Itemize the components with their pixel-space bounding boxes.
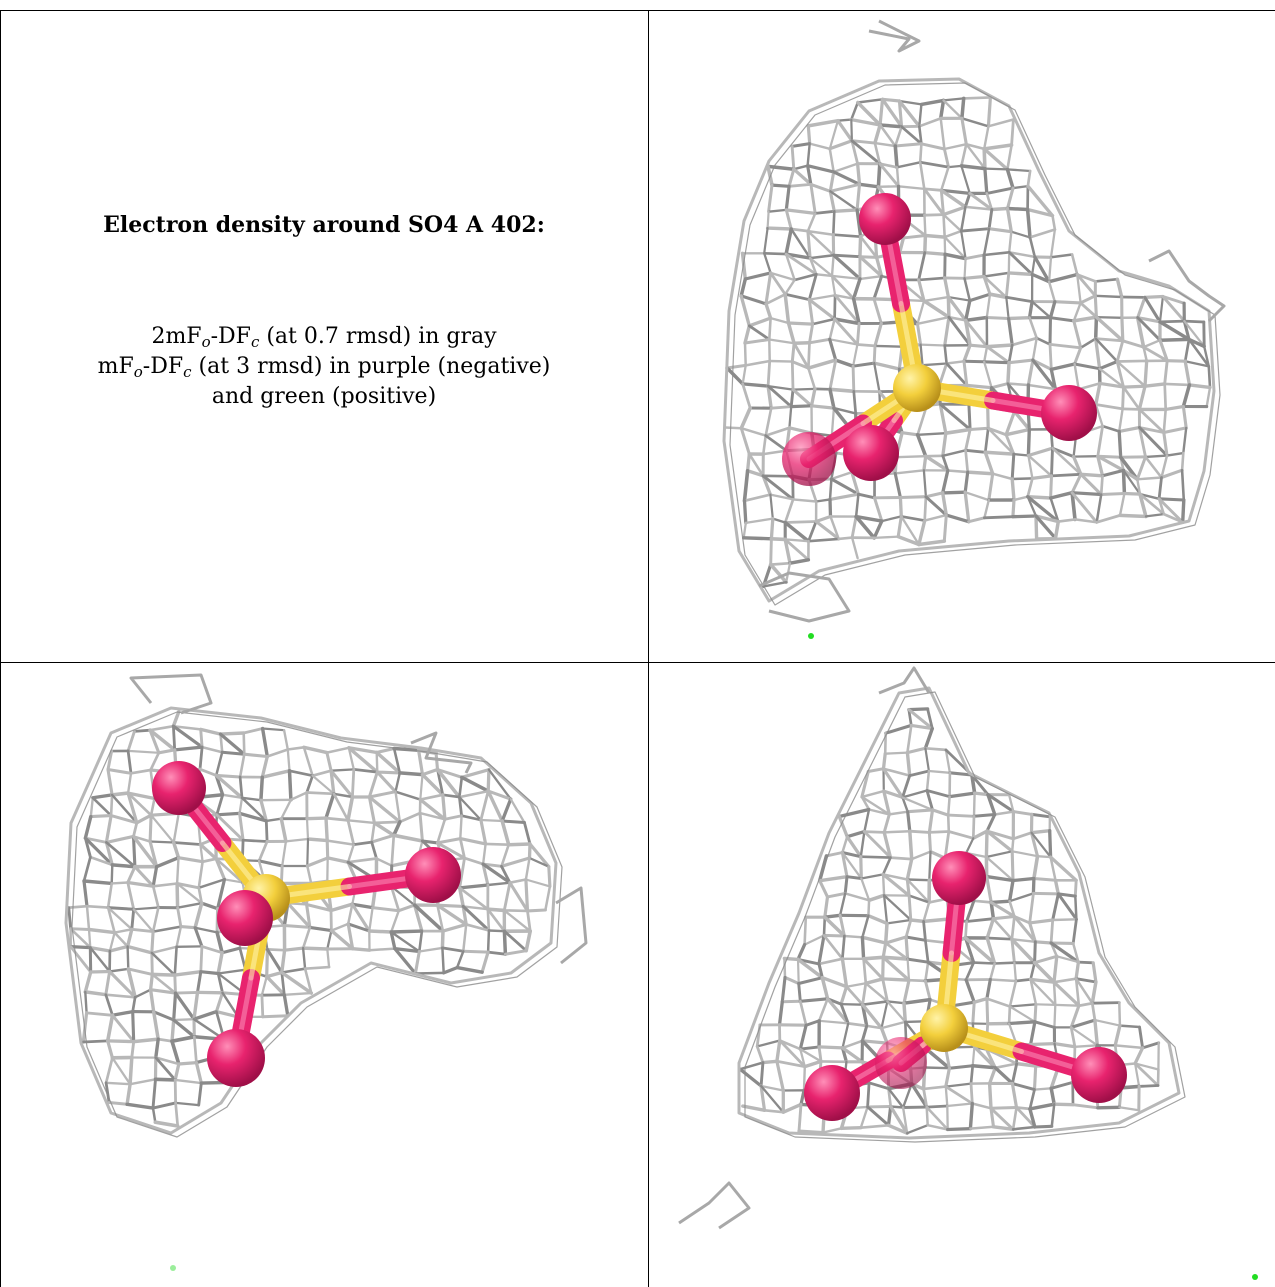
caption-line-2fo: 2mFo-DFc (at 0.7 rmsd) in gray [151, 324, 497, 351]
grid-divider-horizontal [0, 662, 1275, 663]
grid-divider-vertical [648, 10, 649, 1287]
so4-molecule-top-right [782, 193, 1097, 486]
caption-title: Electron density around SO4 A 402: [103, 212, 545, 238]
mesh-fragment-bottom-left [678, 1181, 751, 1230]
so4-molecule-bottom-left [152, 761, 461, 1087]
density-mesh-bottom-left [64, 706, 563, 1138]
caption-panel: Electron density around SO4 A 402: 2mFo-… [0, 0, 648, 662]
caption-description: 2mFo-DFc (at 0.7 rmsd) in gray mFo-DFc (… [0, 322, 648, 412]
grid-border-top [0, 10, 1275, 11]
mesh-render-bottom-right [678, 666, 1258, 1280]
density-view-bottom-right [649, 663, 1275, 1287]
mesh-fragment-right [555, 886, 588, 965]
positive-density-dot [1252, 1274, 1258, 1280]
mesh-fragment-small [410, 731, 473, 774]
caption-line-fo: mFo-DFc (at 3 rmsd) in purple (negative) [97, 354, 551, 381]
caption-line-colors: and green (positive) [211, 384, 437, 409]
mesh-fragment-top [868, 19, 921, 53]
mesh-fragment-bottom [758, 571, 851, 623]
mesh-fragment-top [129, 673, 213, 715]
density-mesh-top-right [722, 77, 1221, 606]
density-view-bottom-left [1, 663, 648, 1287]
so4-molecule-bottom-right [804, 851, 1127, 1121]
mesh-render-bottom-left [64, 673, 588, 1271]
density-view-top-right [649, 11, 1275, 662]
positive-density-dot [808, 633, 814, 639]
mesh-render-top-right [722, 19, 1226, 639]
mesh-fragment-right [1148, 249, 1226, 323]
mesh-fragment-top [878, 666, 931, 695]
positive-density-dot [170, 1265, 176, 1271]
grid-border-left [0, 10, 1, 1287]
